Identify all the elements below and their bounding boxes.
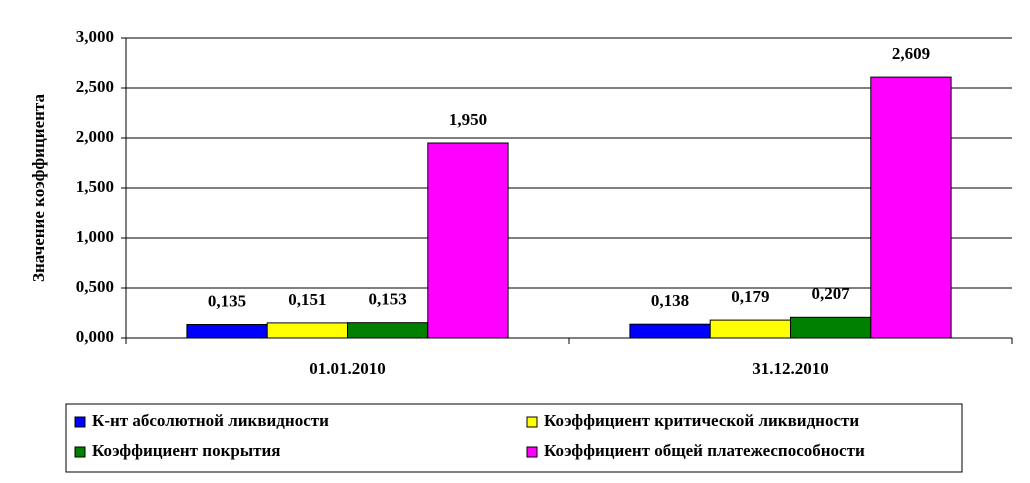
y-tick-label: 0,000	[76, 327, 114, 346]
bar	[709, 319, 792, 339]
y-tick-label: 1,500	[76, 177, 114, 196]
x-tick-label: 01.01.2010	[309, 359, 386, 378]
bar	[266, 322, 349, 339]
data-label: 0,179	[731, 287, 769, 306]
data-label: 0,207	[812, 284, 851, 303]
bar	[427, 142, 509, 339]
data-label: 0,153	[369, 290, 407, 309]
y-tick-label: 2,500	[76, 77, 114, 96]
legend-label: Коэффициент покрытия	[92, 441, 280, 460]
bar	[790, 316, 872, 339]
y-tick-label: 1,000	[76, 227, 114, 246]
y-tick-label: 0,500	[76, 277, 114, 296]
legend-swatch	[74, 446, 86, 458]
data-label: 0,135	[208, 291, 246, 310]
legend-label: Коэффициент общей платежеспособности	[544, 441, 865, 460]
data-label: 0,138	[651, 291, 689, 310]
bar	[347, 322, 429, 339]
x-tick-label: 31.12.2010	[752, 359, 829, 378]
bar	[870, 76, 952, 339]
legend-swatch	[74, 416, 86, 428]
data-label: 1,950	[449, 110, 487, 129]
legend-swatch	[526, 416, 538, 428]
legend-swatch	[526, 446, 538, 458]
legend-label: Коэффициент критической ликвидности	[544, 411, 859, 430]
bar	[186, 324, 268, 339]
data-label: 2,609	[892, 44, 930, 63]
legend-label: К-нт абсолютной ликвидности	[92, 411, 329, 430]
y-tick-label: 2,000	[76, 127, 114, 146]
y-axis-label: Значение коэффициента	[29, 94, 48, 282]
legend-box	[65, 403, 963, 473]
y-tick-label: 3,000	[76, 27, 114, 46]
data-label: 0,151	[288, 290, 326, 309]
bar	[629, 323, 711, 339]
